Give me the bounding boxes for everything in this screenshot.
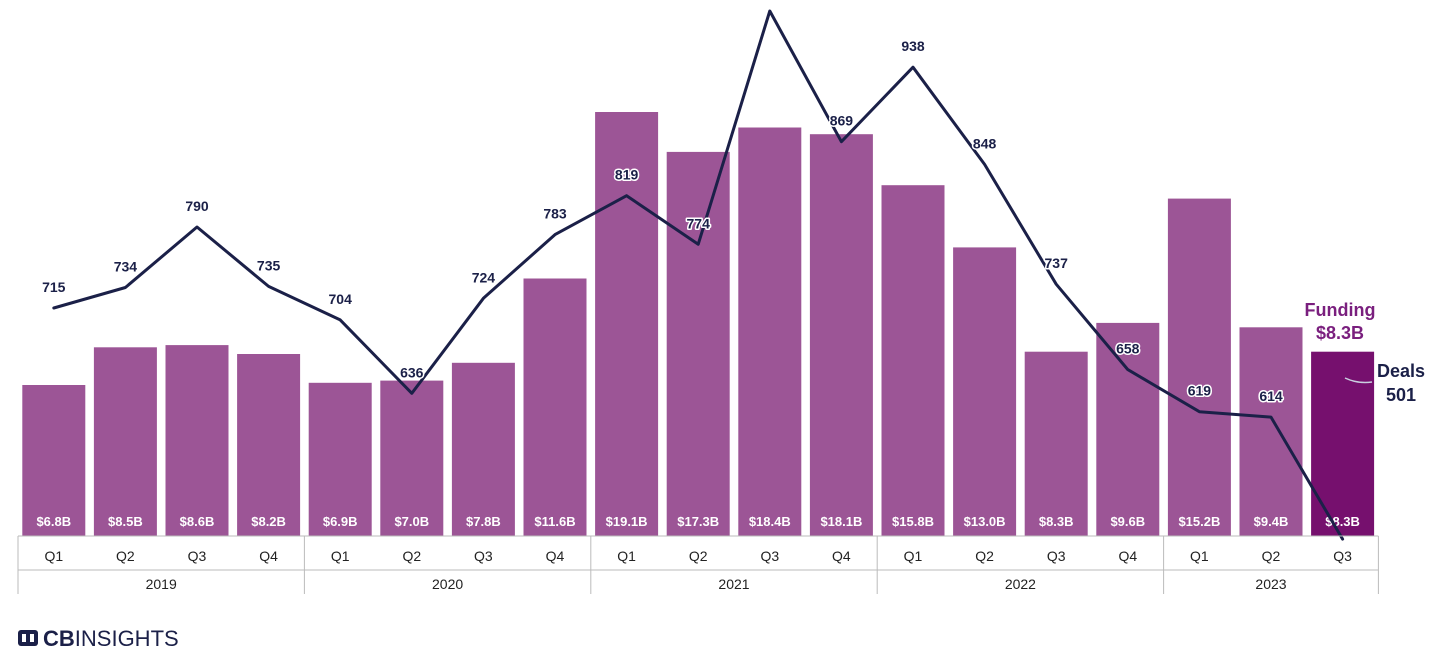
funding-bar bbox=[1024, 351, 1088, 536]
deals-labels: 7157347907357046367247838197749908699388… bbox=[41, 37, 1285, 406]
funding-bar-label: $8.6B bbox=[180, 514, 215, 529]
year-label: 2019 bbox=[146, 576, 177, 592]
funding-bar-label: $6.9B bbox=[323, 514, 358, 529]
funding-bars bbox=[22, 112, 1375, 536]
funding-bar bbox=[237, 354, 301, 536]
funding-bar-label: $13.0B bbox=[964, 514, 1006, 529]
logo-text-bold: CB bbox=[43, 626, 75, 651]
deals-point-label: 774 bbox=[687, 215, 711, 231]
funding-bar bbox=[953, 247, 1017, 536]
funding-callout-value: $8.3B bbox=[1316, 323, 1364, 343]
funding-bar-label: $6.8B bbox=[36, 514, 71, 529]
funding-callout: Funding $8.3B bbox=[1305, 300, 1376, 343]
deals-callout-value: 501 bbox=[1386, 385, 1416, 405]
year-label: 2022 bbox=[1005, 576, 1036, 592]
quarter-tick-label: Q1 bbox=[904, 548, 923, 564]
deals-point-label: 848 bbox=[973, 135, 997, 151]
deals-point-label: 715 bbox=[42, 279, 66, 295]
quarter-tick-label: Q2 bbox=[402, 548, 421, 564]
funding-bar-label: $15.8B bbox=[892, 514, 934, 529]
funding-bar-label: $15.2B bbox=[1178, 514, 1220, 529]
funding-bar-label: $9.4B bbox=[1254, 514, 1289, 529]
year-label: 2023 bbox=[1255, 576, 1286, 592]
deals-point-label: 819 bbox=[615, 167, 639, 183]
quarter-tick-label: Q3 bbox=[474, 548, 493, 564]
deals-point-label: 790 bbox=[185, 198, 209, 214]
funding-bar bbox=[523, 278, 587, 536]
funding-bar bbox=[308, 382, 372, 536]
funding-bar bbox=[1239, 327, 1303, 536]
quarter-tick-label: Q1 bbox=[44, 548, 63, 564]
quarter-tick-label: Q4 bbox=[259, 548, 278, 564]
deals-line bbox=[52, 9, 1345, 541]
deals-callout-leader bbox=[1344, 377, 1373, 384]
funding-bar bbox=[809, 134, 873, 536]
quarter-tick-label: Q4 bbox=[1118, 548, 1137, 564]
deals-callout: Deals 501 bbox=[1344, 361, 1425, 405]
quarter-tick-label: Q4 bbox=[832, 548, 851, 564]
funding-bar bbox=[451, 362, 515, 536]
quarter-tick-label: Q2 bbox=[689, 548, 708, 564]
funding-bar bbox=[738, 127, 802, 536]
funding-bar bbox=[165, 345, 229, 536]
funding-bar-label: $8.5B bbox=[108, 514, 143, 529]
funding-bar-label: $19.1B bbox=[606, 514, 648, 529]
funding-bar bbox=[93, 347, 157, 536]
quarter-tick-label: Q3 bbox=[1333, 548, 1352, 564]
deals-point-label: 737 bbox=[1045, 255, 1069, 271]
quarter-tick-label: Q2 bbox=[116, 548, 135, 564]
deals-point-label: 735 bbox=[257, 257, 281, 273]
funding-bar bbox=[22, 385, 86, 536]
deals-point-label: 619 bbox=[1188, 383, 1212, 399]
funding-bar bbox=[1167, 198, 1231, 536]
logo-text-light: INSIGHTS bbox=[75, 626, 179, 651]
funding-bar-labels: $6.8B $8.5B $8.6B $8.2B $6.9B $7.0B $7.8B $11.6… bbox=[36, 514, 1360, 529]
funding-bar-label: $7.0B bbox=[394, 514, 429, 529]
funding-bar-label: $8.3B bbox=[1039, 514, 1074, 529]
funding-bar-label: $18.4B bbox=[749, 514, 791, 529]
funding-bar bbox=[1311, 351, 1375, 536]
cb-insights-logo: CBINSIGHTS bbox=[18, 626, 179, 651]
funding-bar-label: $17.3B bbox=[677, 514, 719, 529]
quarter-tick-label: Q2 bbox=[975, 548, 994, 564]
funding-bar-label: $11.6B bbox=[534, 514, 575, 529]
funding-bar bbox=[666, 151, 730, 536]
deals-point-label: 734 bbox=[114, 259, 138, 275]
deals-point-label: 704 bbox=[329, 291, 353, 307]
deals-point-label: 783 bbox=[543, 206, 567, 222]
cb-insights-logo-icon bbox=[18, 630, 38, 646]
deals-point-label: 614 bbox=[1259, 388, 1283, 404]
deals-point-label: 869 bbox=[830, 113, 854, 129]
x-axis: Q1 Q2 Q3 Q4 Q1 Q2 Q3 Q4 Q1 Q2 Q3 Q4 Q1 Q2 Q3 Q4 Q1 Q2 Q3 20… bbox=[17, 535, 1379, 594]
quarter-tick-label: Q3 bbox=[188, 548, 207, 564]
svg-text:CBINSIGHTS: CBINSIGHTS bbox=[43, 626, 179, 651]
funding-bar-label: $8.2B bbox=[251, 514, 286, 529]
year-label: 2020 bbox=[432, 576, 463, 592]
funding-callout-title: Funding bbox=[1305, 300, 1376, 320]
deals-point-label: 636 bbox=[400, 364, 424, 380]
deals-callout-title: Deals bbox=[1377, 361, 1425, 381]
funding-bar-label: $18.1B bbox=[820, 514, 862, 529]
funding-bar bbox=[881, 185, 945, 536]
year-label: 2021 bbox=[718, 576, 749, 592]
funding-bar bbox=[1096, 322, 1160, 536]
quarter-tick-label: Q4 bbox=[546, 548, 565, 564]
quarter-tick-label: Q3 bbox=[760, 548, 779, 564]
funding-bar-label: $9.6B bbox=[1110, 514, 1145, 529]
deals-point-label: 938 bbox=[901, 38, 925, 54]
quarter-tick-label: Q1 bbox=[331, 548, 350, 564]
deals-point-label: 724 bbox=[472, 269, 496, 285]
quarter-tick-label: Q1 bbox=[1190, 548, 1209, 564]
quarter-tick-label: Q1 bbox=[617, 548, 636, 564]
funding-bar-label: $7.8B bbox=[466, 514, 501, 529]
deals-line-series bbox=[52, 9, 1345, 541]
funding-bar bbox=[380, 380, 444, 536]
quarter-tick-label: Q2 bbox=[1262, 548, 1281, 564]
deals-point-label: 658 bbox=[1116, 341, 1140, 357]
quarter-tick-label: Q3 bbox=[1047, 548, 1066, 564]
funding-bar bbox=[595, 112, 659, 536]
